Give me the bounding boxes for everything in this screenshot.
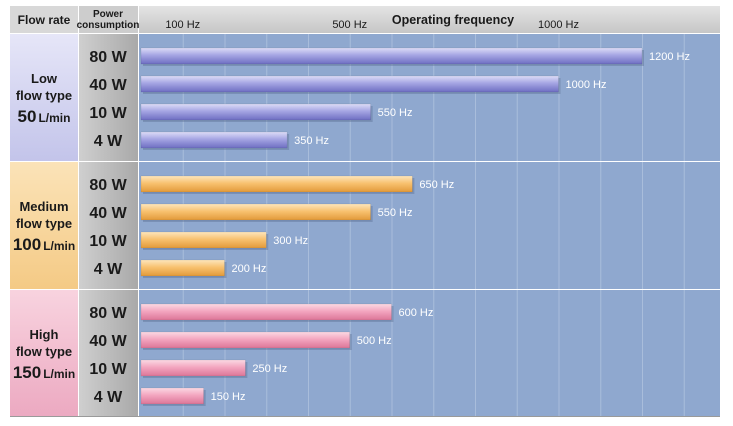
power-column bbox=[79, 290, 138, 417]
group-separator bbox=[10, 161, 720, 162]
bar-medium bbox=[140, 203, 371, 221]
flow-amount: 50 bbox=[18, 107, 37, 126]
x-tick-label: 500 Hz bbox=[332, 19, 367, 31]
x-tick-label: 100 Hz bbox=[165, 19, 200, 31]
flow-label-line1: Low bbox=[31, 71, 58, 86]
bar-low bbox=[140, 47, 643, 65]
bar-high bbox=[140, 359, 246, 377]
flow-label-line2: flow type bbox=[16, 216, 72, 231]
bar-value-label: 300 Hz bbox=[273, 235, 308, 247]
power-label: 4 W bbox=[94, 261, 123, 278]
power-label: 40 W bbox=[89, 333, 127, 350]
power-label: 4 W bbox=[94, 389, 123, 406]
bar-value-label: 150 Hz bbox=[211, 391, 246, 403]
power-label: 40 W bbox=[89, 205, 127, 222]
bar-value-label: 600 Hz bbox=[399, 307, 434, 319]
bar-low bbox=[140, 131, 288, 149]
x-axis-title: Operating frequency bbox=[392, 13, 514, 27]
flow-label-amount: 100 L/min bbox=[13, 235, 75, 254]
bar-medium bbox=[140, 231, 267, 249]
flow-label-line1: Medium bbox=[19, 199, 68, 214]
flow-label-cell bbox=[10, 290, 78, 417]
group-separator bbox=[10, 289, 720, 290]
bar-value-label: 1200 Hz bbox=[649, 51, 690, 63]
flow-unit: L/min bbox=[43, 239, 75, 253]
flow-group-medium: Medium flow type 100 L/min 80 W 650 Hz 40 W 550… bbox=[10, 162, 720, 290]
power-label: 10 W bbox=[89, 233, 127, 250]
bar-value-label: 650 Hz bbox=[419, 179, 454, 191]
flow-unit: L/min bbox=[38, 111, 70, 125]
grid-lines bbox=[182, 34, 685, 416]
bar-medium bbox=[140, 259, 225, 277]
bar-value-label: 500 Hz bbox=[357, 335, 392, 347]
flow-label-cell bbox=[10, 162, 78, 289]
bar-value-label: 200 Hz bbox=[232, 263, 267, 275]
bar-high bbox=[140, 303, 392, 321]
x-tick-label: 1000 Hz bbox=[538, 19, 579, 31]
header-power-line2: consumption bbox=[77, 20, 140, 31]
bar-high bbox=[140, 387, 204, 405]
flow-group-high: High flow type 150 L/min 80 W 600 Hz 40 W 500 H… bbox=[10, 290, 433, 417]
power-label: 10 W bbox=[89, 361, 127, 378]
bar-value-label: 550 Hz bbox=[378, 107, 413, 119]
power-column bbox=[79, 162, 138, 289]
flow-label-amount: 150 L/min bbox=[13, 363, 75, 382]
bar-medium bbox=[140, 175, 413, 193]
power-label: 80 W bbox=[89, 177, 127, 194]
power-label: 10 W bbox=[89, 105, 127, 122]
power-label: 4 W bbox=[94, 133, 123, 150]
power-label: 80 W bbox=[89, 305, 127, 322]
bar-value-label: 550 Hz bbox=[378, 207, 413, 219]
flow-label-cell bbox=[10, 34, 78, 161]
plot-area bbox=[139, 34, 720, 416]
flow-amount: 100 bbox=[13, 235, 41, 254]
bar-low bbox=[140, 103, 371, 121]
power-label: 80 W bbox=[89, 49, 127, 66]
power-label: 40 W bbox=[89, 77, 127, 94]
flow-unit: L/min bbox=[43, 367, 75, 381]
bar-value-label: 250 Hz bbox=[252, 363, 287, 375]
header-power-line1: Power bbox=[93, 9, 123, 20]
header-power-cell bbox=[79, 6, 138, 33]
x-axis-ticks: 100 Hz 500 Hz 1000 Hz bbox=[165, 19, 579, 31]
flow-label-amount: 50 L/min bbox=[18, 107, 71, 126]
bar-value-label: 350 Hz bbox=[294, 135, 329, 147]
header-flow-rate: Flow rate bbox=[18, 13, 71, 27]
header-flow-cell bbox=[10, 6, 78, 33]
power-column bbox=[79, 34, 138, 161]
flow-group-low: Low flow type 50 L/min 80 W 1200 Hz 40 W 1000 H… bbox=[10, 34, 720, 162]
flow-amount: 150 bbox=[13, 363, 41, 382]
bar-value-label: 1000 Hz bbox=[566, 79, 607, 91]
flow-label-line2: flow type bbox=[16, 88, 72, 103]
flow-label-line1: High bbox=[30, 327, 59, 342]
bar-low bbox=[140, 75, 559, 93]
flow-label-line2: flow type bbox=[16, 344, 72, 359]
bar-high bbox=[140, 331, 350, 349]
